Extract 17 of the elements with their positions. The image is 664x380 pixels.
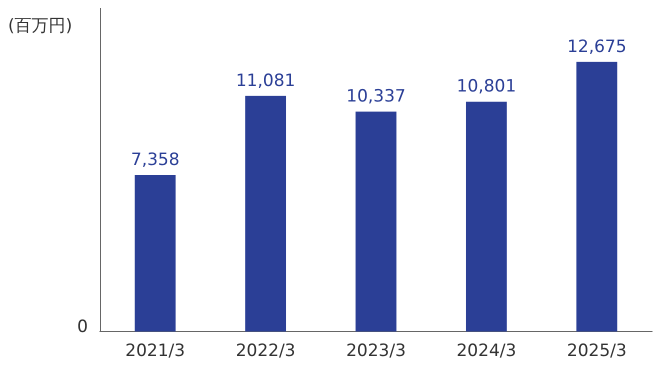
bar	[576, 62, 618, 332]
data-label: 10,801	[456, 76, 516, 97]
data-label: 10,337	[346, 86, 406, 107]
x-tick-label: 2022/3	[236, 341, 296, 362]
bar	[356, 112, 396, 332]
y-axis-title: (百万円)	[8, 16, 72, 36]
x-tick-label: 2021/3	[125, 341, 186, 362]
data-label: 7,358	[130, 150, 180, 170]
data-label: 12,675	[567, 36, 627, 57]
text: 0	[77, 317, 88, 338]
bar	[466, 102, 507, 332]
x-tick-label: 2025/3	[566, 341, 627, 362]
x-tick-label: 2023/3	[346, 341, 406, 362]
data-label: 11,081	[236, 70, 296, 91]
bar	[134, 175, 176, 332]
bar	[245, 96, 286, 332]
x-tick-label: 2024/3	[456, 341, 516, 362]
